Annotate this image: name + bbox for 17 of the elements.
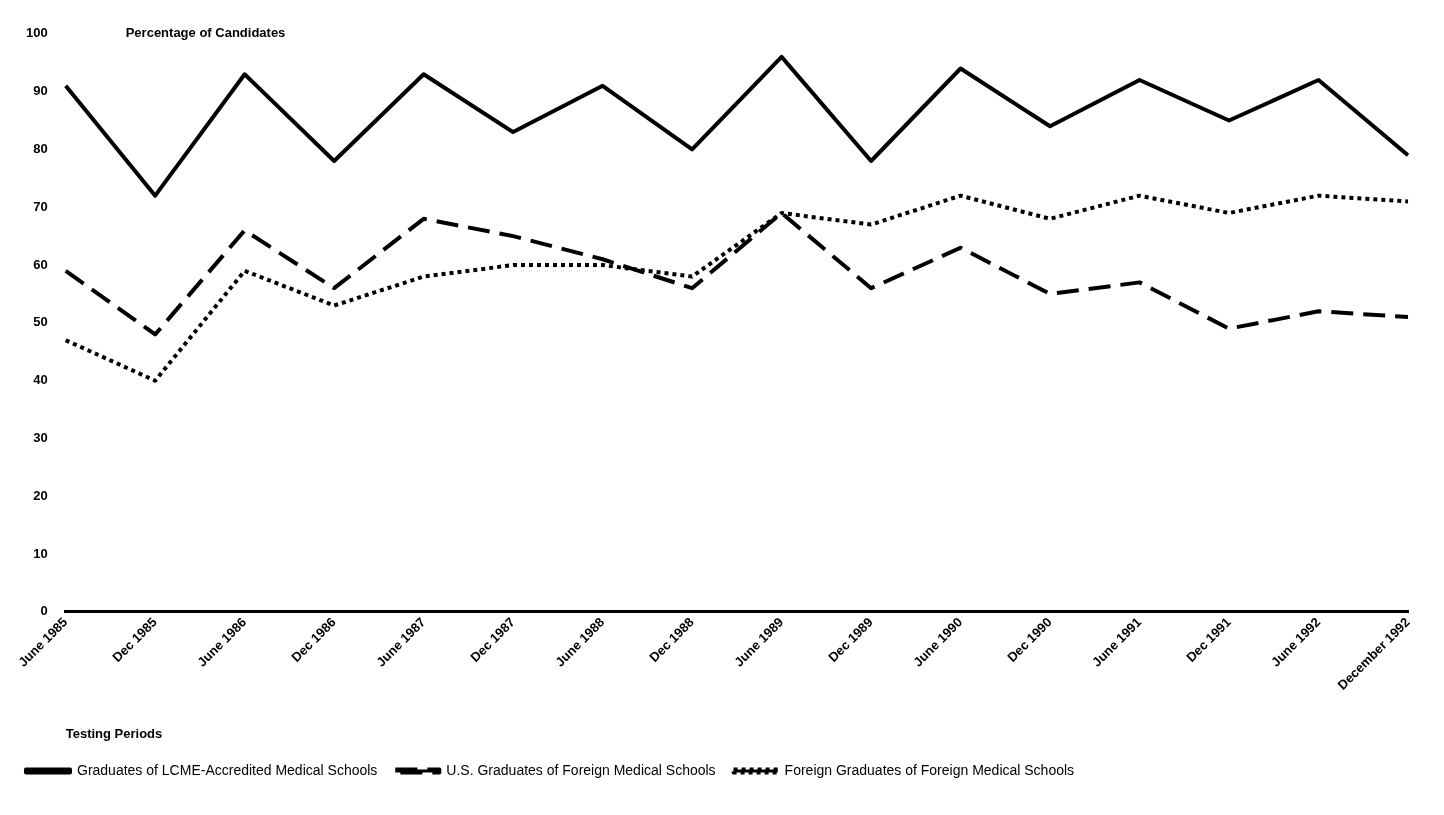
y-tick-label: 70 bbox=[33, 198, 48, 214]
y-tick-label: 20 bbox=[33, 487, 48, 503]
y-axis-title: Percentage of Candidates bbox=[125, 25, 286, 41]
y-tick-label: 60 bbox=[33, 256, 48, 272]
y-tick-label: 30 bbox=[33, 430, 48, 446]
y-tick-label: 50 bbox=[33, 314, 48, 330]
legend-label: Graduates of LCME-Accredited Medical Schools bbox=[77, 761, 378, 778]
y-tick-label: 90 bbox=[33, 83, 48, 99]
legend-label: Foreign Graduates of Foreign Medical Schools bbox=[784, 761, 1075, 778]
y-tick-label: 100 bbox=[25, 25, 48, 41]
x-axis-title: Testing Periods bbox=[65, 725, 163, 741]
line-series bbox=[63, 193, 1410, 383]
y-tick-label: 10 bbox=[33, 545, 48, 561]
legend-label: U.S. Graduates of Foreign Medical Schools bbox=[446, 761, 716, 778]
y-tick-label: 40 bbox=[33, 372, 48, 388]
y-tick-label: 80 bbox=[33, 141, 48, 156]
y-tick-label: 0 bbox=[40, 603, 48, 619]
